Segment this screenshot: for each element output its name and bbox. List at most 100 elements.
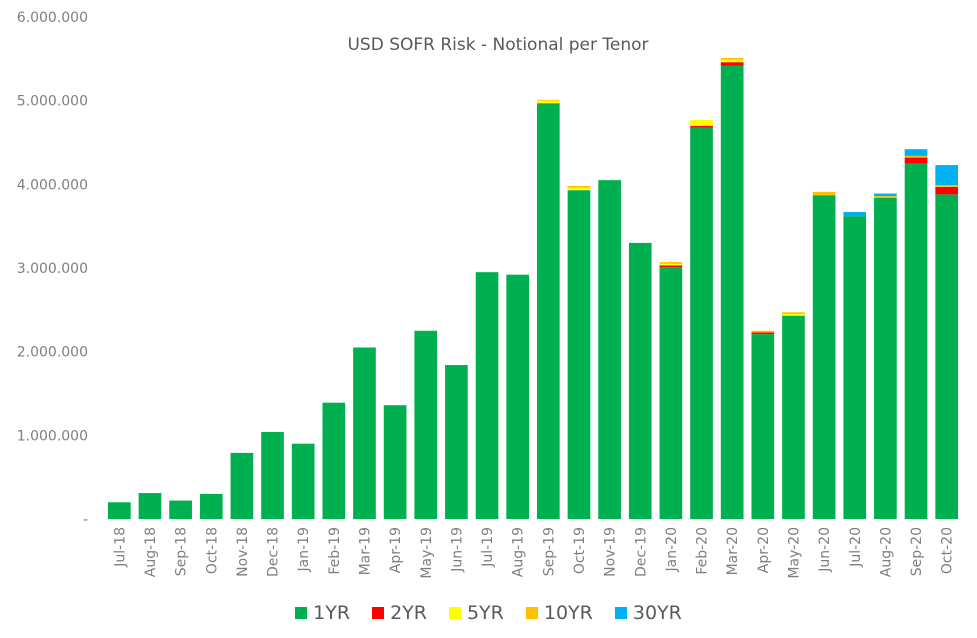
bar-2yr-jan-20 — [659, 265, 683, 268]
bar-1yr-jul-20 — [843, 216, 867, 519]
x-tick-label: Mar-19 — [357, 527, 373, 575]
y-tick-label: - — [83, 512, 88, 528]
bar-2yr-oct-20 — [935, 186, 959, 195]
bar-10yr-apr-20 — [751, 330, 775, 333]
bar-30yr-aug-20 — [874, 193, 897, 197]
x-tick-label: Mar-20 — [725, 527, 741, 575]
y-axis: - 1.000.000 2.000.000 3.000.000 4.000.000 5.0… — [17, 10, 88, 528]
bars — [107, 58, 959, 520]
bar-10yr-aug-20 — [874, 196, 897, 198]
bar-1yr-dec-18 — [261, 431, 284, 519]
x-tick-label: Dec-19 — [633, 527, 649, 577]
legend-label: 2YR — [390, 602, 427, 624]
x-tick-label: Aug-18 — [143, 527, 159, 577]
bar-10yr-may-20 — [782, 312, 805, 315]
bar-1yr-feb-19 — [322, 402, 346, 519]
x-tick-label: Oct-20 — [940, 527, 956, 574]
x-tick-label: Sep-19 — [541, 527, 557, 576]
bar-1yr-jul-19 — [475, 272, 499, 519]
bar-1yr-aug-19 — [506, 274, 530, 519]
x-tick-label: Jul-19 — [480, 527, 496, 568]
bar-10yr-jun-20 — [812, 191, 836, 196]
x-tick-label: Jan-20 — [664, 527, 680, 572]
x-tick-label: Sep-20 — [909, 527, 925, 576]
bar-5yr-feb-20 — [690, 119, 713, 126]
bar-1yr-oct-19 — [567, 190, 591, 519]
x-tick-label: Apr-19 — [388, 527, 404, 573]
x-tick-label: Dec-18 — [266, 527, 282, 577]
bar-1yr-mar-20 — [720, 65, 744, 519]
legend: 1YR 2YR 5YR 10YR 30YR — [0, 598, 977, 628]
bar-2yr-mar-20 — [720, 62, 744, 66]
legend-label: 30YR — [632, 602, 682, 624]
bar-1yr-oct-20 — [935, 194, 959, 519]
bar-1yr-mar-19 — [353, 347, 376, 519]
bar-5yr-sep-19 — [536, 100, 560, 104]
bar-1yr-aug-20 — [874, 197, 897, 519]
legend-item-30yr: 30YR — [614, 602, 682, 624]
bar-1yr-nov-18 — [230, 452, 254, 519]
bar-10yr-oct-20 — [935, 185, 959, 187]
legend-swatch — [614, 607, 627, 619]
bar-1yr-dec-19 — [628, 242, 652, 519]
x-tick-label: Oct-18 — [204, 527, 220, 574]
x-tick-label: Aug-19 — [511, 527, 527, 577]
legend-swatch — [372, 607, 385, 619]
bar-1yr-jun-19 — [445, 365, 468, 519]
x-tick-label: Nov-18 — [235, 527, 251, 577]
y-tick-label: 1.000.000 — [17, 428, 88, 444]
bar-10yr-sep-20 — [904, 155, 928, 158]
x-tick-label: May-20 — [786, 527, 802, 579]
x-tick-label: Jan-19 — [296, 527, 312, 572]
bar-30yr-jul-20 — [843, 211, 867, 217]
bar-1yr-feb-20 — [690, 127, 713, 519]
bar-1yr-may-20 — [782, 315, 805, 519]
bar-5yr-mar-20 — [720, 59, 744, 63]
bar-5yr-jan-20 — [659, 263, 683, 266]
chart-title: USD SOFR Risk - Notional per Tenor — [347, 35, 648, 55]
bar-5yr-oct-19 — [567, 187, 591, 191]
legend-label: 10YR — [543, 602, 593, 624]
bar-1yr-apr-19 — [383, 405, 407, 519]
bar-5yr-may-20 — [782, 314, 805, 316]
x-tick-label: May-19 — [419, 527, 435, 579]
x-axis: Jul-18 Aug-18 Sep-18 Oct-18 Nov-18 Dec-18 Jan-… — [112, 527, 955, 579]
legend-swatch — [525, 607, 538, 619]
bar-1yr-oct-18 — [199, 493, 223, 519]
x-tick-label: Jun-20 — [817, 527, 833, 573]
x-tick-label: Aug-20 — [878, 527, 894, 577]
y-tick-label: 4.000.000 — [17, 177, 88, 193]
y-tick-label: 2.000.000 — [17, 345, 88, 361]
y-tick-label: 3.000.000 — [17, 261, 88, 277]
x-tick-label: Sep-18 — [174, 527, 190, 576]
bar-1yr-jul-18 — [107, 502, 131, 519]
x-tick-label: Jul-20 — [848, 527, 864, 568]
legend-label: 1YR — [313, 602, 351, 624]
bar-1yr-may-19 — [414, 330, 438, 519]
bar-10yr-jan-20 — [659, 262, 683, 264]
legend-item-10yr: 10YR — [525, 602, 593, 624]
bar-1yr-jun-20 — [812, 195, 836, 519]
bar-1yr-sep-18 — [169, 500, 192, 519]
legend-label: 5YR — [466, 602, 504, 624]
bar-30yr-oct-20 — [935, 165, 959, 186]
x-tick-label: Apr-20 — [756, 527, 772, 573]
legend-item-1yr: 1YR — [295, 602, 350, 624]
bar-10yr-mar-20 — [720, 58, 744, 60]
x-tick-label: Oct-19 — [572, 527, 588, 574]
bar-2yr-sep-20 — [904, 157, 928, 164]
bar-1yr-nov-19 — [598, 180, 621, 519]
legend-swatch — [295, 607, 308, 619]
legend-swatch — [448, 607, 461, 619]
bar-1yr-sep-20 — [904, 163, 928, 520]
x-tick-label: Jun-19 — [449, 527, 465, 573]
legend-item-5yr: 5YR — [448, 602, 504, 624]
bar-1yr-sep-19 — [536, 103, 560, 520]
x-tick-label: Jul-18 — [112, 527, 128, 568]
bar-1yr-jan-20 — [659, 267, 683, 519]
y-tick-label: 6.000.000 — [17, 10, 88, 26]
bar-1yr-apr-20 — [751, 334, 775, 519]
bar-2yr-apr-20 — [751, 332, 775, 335]
legend-item-2yr: 2YR — [372, 602, 427, 624]
